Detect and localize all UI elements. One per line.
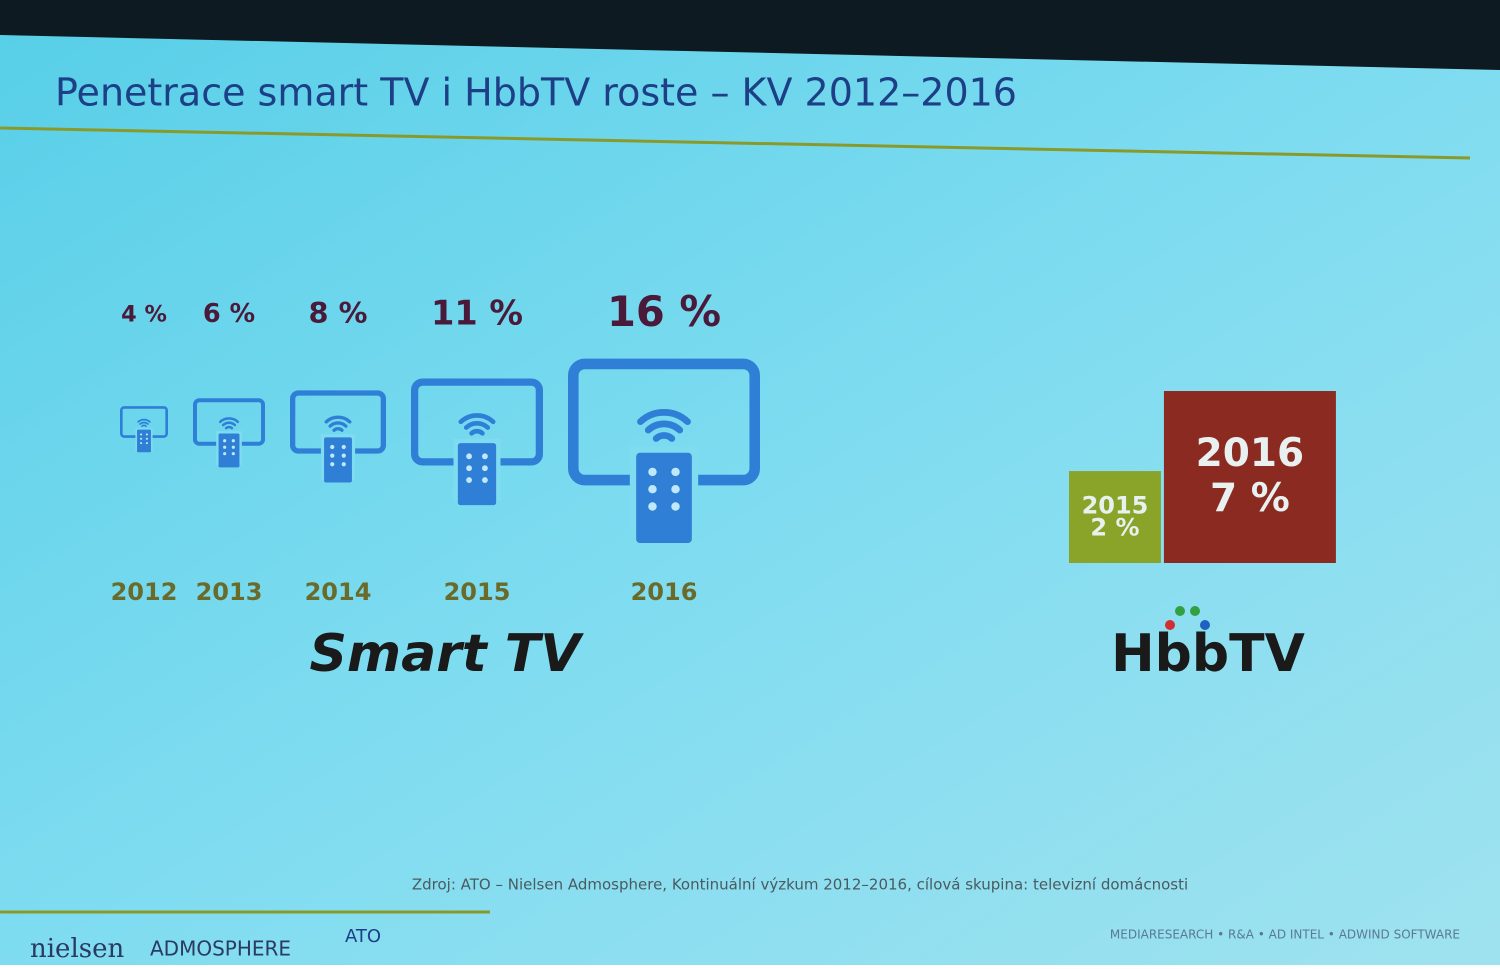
remote-button	[145, 437, 148, 440]
smart-tv-icon	[119, 406, 169, 453]
remote-button	[466, 465, 472, 472]
remote-button	[341, 444, 346, 450]
value-label: 7 %	[1210, 476, 1290, 521]
remote-button	[231, 439, 235, 443]
remote-button	[648, 502, 657, 511]
remote-button	[330, 444, 335, 450]
wifi-arc	[637, 409, 691, 426]
remote-button	[671, 467, 680, 477]
remote-button	[223, 452, 227, 456]
remote-button	[482, 477, 488, 483]
remote-button	[223, 445, 227, 449]
remote-button	[482, 453, 488, 460]
remote-button	[231, 445, 235, 449]
remote-button	[223, 439, 227, 443]
remote	[137, 429, 151, 453]
wifi-arc	[224, 425, 234, 430]
category-label: 2016	[631, 578, 698, 606]
remote	[218, 433, 240, 468]
smart-tv-icon	[192, 398, 265, 468]
remote-button	[231, 452, 235, 456]
wifi-arc	[469, 428, 485, 436]
value-label: 16 %	[607, 287, 721, 336]
footer-logo: ADMOSPHERE	[150, 937, 291, 961]
title-rule	[0, 126, 1471, 160]
category-label: 2012	[111, 578, 178, 606]
remote-button	[648, 467, 657, 477]
smart-tv-icon	[568, 358, 761, 543]
wifi-arc	[221, 421, 237, 427]
slide-title: Penetrace smart TV i HbbTV roste – KV 20…	[55, 71, 1017, 115]
value-label: 2 %	[1090, 513, 1139, 541]
wifi-arc	[137, 418, 151, 423]
hbbtv-square	[1163, 391, 1336, 563]
remote-button	[140, 437, 143, 440]
category-label: 2015	[444, 578, 511, 606]
value-label: 4 %	[121, 302, 167, 328]
remote-button	[330, 453, 335, 458]
footer-logo: ATO	[345, 926, 381, 947]
source: Zdroj: ATO – Nielsen Admosphere, Kontinu…	[412, 876, 1188, 894]
category-label: 2014	[305, 578, 372, 606]
remote-button	[671, 484, 680, 494]
footer-tagline: MEDIARESEARCH • R&A • AD INTEL • ADWIND …	[1110, 928, 1460, 942]
wifi-arc	[652, 432, 676, 442]
wifi-arc	[328, 421, 348, 428]
remote-button	[341, 453, 346, 458]
smart-tv-icon	[290, 390, 387, 483]
category-label: 2016	[1196, 431, 1305, 476]
remote-button	[330, 462, 335, 467]
footer-logo: nielsen	[30, 934, 124, 964]
remote-button	[145, 433, 148, 436]
value-label: 6 %	[203, 299, 255, 329]
screen	[0, 35, 1500, 965]
wifi-arc	[141, 424, 147, 427]
hbbtv-dots	[1165, 606, 1210, 630]
remote-button	[466, 453, 472, 460]
remote-button	[482, 465, 488, 472]
wifi-arc	[324, 415, 352, 424]
remote-button	[648, 484, 657, 494]
remote	[324, 437, 352, 483]
remote-button	[140, 433, 143, 436]
hbbtv-square	[1069, 471, 1161, 563]
chart-title: Smart TV	[309, 624, 584, 684]
value-label: 11 %	[431, 294, 523, 333]
category-label: 2015	[1082, 492, 1149, 520]
remote-button	[466, 477, 472, 483]
remote-button	[145, 442, 148, 445]
remote-button	[671, 502, 680, 511]
wifi-arc	[332, 427, 344, 432]
chart-title: HbbTV	[1111, 624, 1305, 684]
wifi-arc	[139, 421, 149, 425]
category-label: 2013	[196, 578, 263, 606]
wifi-arc	[458, 413, 496, 425]
value-label: 8 %	[309, 296, 368, 330]
remote-button	[341, 462, 346, 467]
remote	[457, 443, 497, 506]
remote	[636, 452, 692, 543]
wifi-arc	[644, 420, 684, 434]
remote-button	[140, 442, 143, 445]
smart-tv-icon	[411, 378, 544, 506]
wifi-arc	[463, 421, 491, 430]
wifi-arc	[218, 417, 240, 424]
